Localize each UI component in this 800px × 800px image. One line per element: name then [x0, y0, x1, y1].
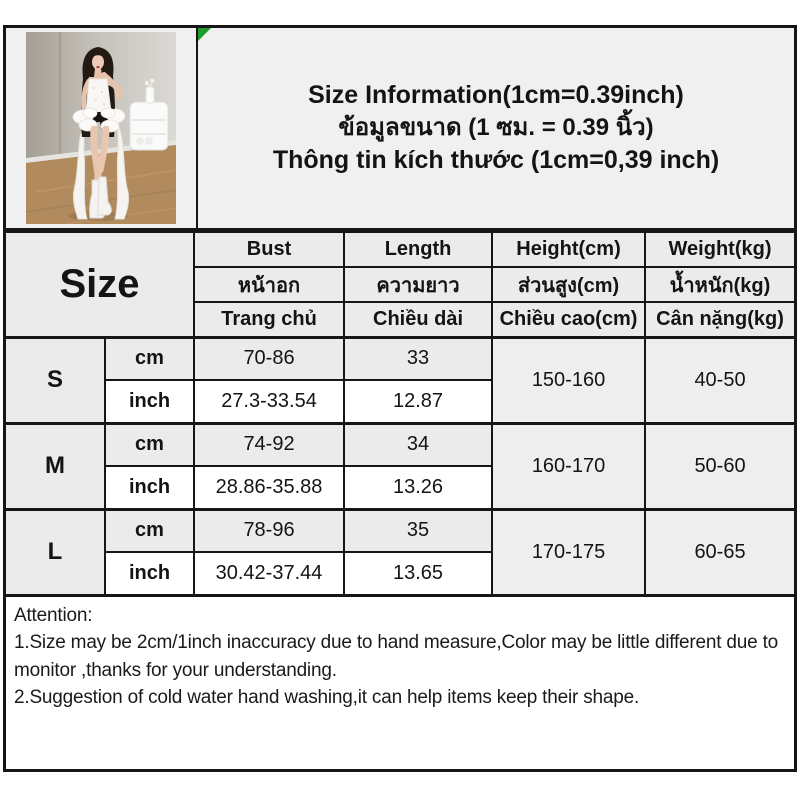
unit-inch: inch — [103, 379, 196, 424]
title-english: Size Information(1cm=0.39inch) — [308, 81, 684, 109]
m-weight: 50-60 — [644, 421, 795, 510]
l-weight: 60-65 — [644, 507, 795, 597]
size-corner-header: Size — [6, 231, 196, 339]
m-height: 160-170 — [491, 421, 647, 510]
m-bust-inch: 28.86-35.88 — [193, 465, 346, 510]
col-header-length-en: Length — [343, 231, 494, 268]
unit-inch: inch — [103, 551, 196, 597]
col-header-bust-th: หน้าอก — [193, 266, 346, 303]
size-label-s: S — [6, 335, 106, 424]
model-photo — [26, 32, 176, 224]
m-length-inch: 13.26 — [343, 465, 494, 510]
unit-cm: cm — [103, 421, 196, 467]
col-header-weight-th: น้ำหนัก(kg) — [644, 266, 795, 303]
s-length-cm: 33 — [343, 335, 494, 381]
col-header-length-th: ความยาว — [343, 266, 494, 303]
size-table: Size Bust Length Height(cm) Weight(kg) ห… — [6, 231, 795, 597]
col-header-weight-en: Weight(kg) — [644, 231, 795, 268]
table-row-s-inch: inch 27.3-33.54 12.87 — [6, 379, 794, 424]
unit-cm: cm — [103, 335, 196, 381]
table-row-m-inch: inch 28.86-35.88 13.26 — [6, 465, 794, 510]
m-length-cm: 34 — [343, 421, 494, 467]
m-bust-cm: 74-92 — [193, 421, 346, 467]
attention-note-1: 1.Size may be 2cm/1inch inaccuracy due t… — [14, 632, 779, 681]
col-header-length-vi: Chiều dài — [343, 301, 494, 339]
table-row-m-cm: M cm 74-92 34 160-170 50-60 — [6, 421, 795, 510]
product-photo-cell — [6, 28, 198, 228]
s-height: 150-160 — [491, 335, 647, 424]
l-height: 170-175 — [491, 507, 647, 597]
title-block: Size Information(1cm=0.39inch) ข้อมูลขนา… — [198, 28, 794, 228]
title-thai: ข้อมูลขนาด (1 ซม. = 0.39 นิ้ว) — [338, 114, 654, 141]
s-weight: 40-50 — [644, 335, 795, 424]
size-label-l: L — [6, 507, 106, 597]
table-row-l-inch: inch 30.42-37.44 13.65 — [6, 551, 794, 597]
l-bust-inch: 30.42-37.44 — [193, 551, 346, 597]
s-length-inch: 12.87 — [343, 379, 494, 424]
col-header-bust-vi: Trang chủ — [193, 301, 346, 339]
s-bust-cm: 70-86 — [193, 335, 346, 381]
l-length-inch: 13.65 — [343, 551, 494, 597]
unit-cm: cm — [103, 507, 196, 553]
col-header-height-th: ส่วนสูง(cm) — [491, 266, 647, 303]
col-header-weight-vi: Cân nặng(kg) — [644, 301, 795, 339]
l-bust-cm: 78-96 — [193, 507, 346, 553]
table-row-s-cm: S cm 70-86 33 150-160 40-50 — [6, 335, 795, 424]
excel-error-marker — [198, 28, 211, 41]
col-header-bust-en: Bust — [193, 231, 346, 268]
size-label-m: M — [6, 421, 106, 510]
unit-inch: inch — [103, 465, 196, 510]
attention-note-2: 2.Suggestion of cold water hand washing,… — [14, 687, 640, 708]
header-row: Size Information(1cm=0.39inch) ข้อมูลขนา… — [6, 28, 794, 231]
col-header-height-en: Height(cm) — [491, 231, 647, 268]
col-header-height-vi: Chiều cao(cm) — [491, 301, 647, 339]
s-bust-inch: 27.3-33.54 — [193, 379, 346, 424]
l-length-cm: 35 — [343, 507, 494, 553]
title-vietnamese: Thông tin kích thước (1cm=0,39 inch) — [272, 146, 720, 174]
table-row-l-cm: L cm 78-96 35 170-175 60-65 — [6, 507, 795, 597]
size-info-sheet: Size Information(1cm=0.39inch) ข้อมูลขนา… — [3, 25, 797, 772]
attention-notes: Attention: 1.Size may be 2cm/1inch inacc… — [6, 596, 794, 769]
attention-heading: Attention: — [14, 604, 93, 626]
